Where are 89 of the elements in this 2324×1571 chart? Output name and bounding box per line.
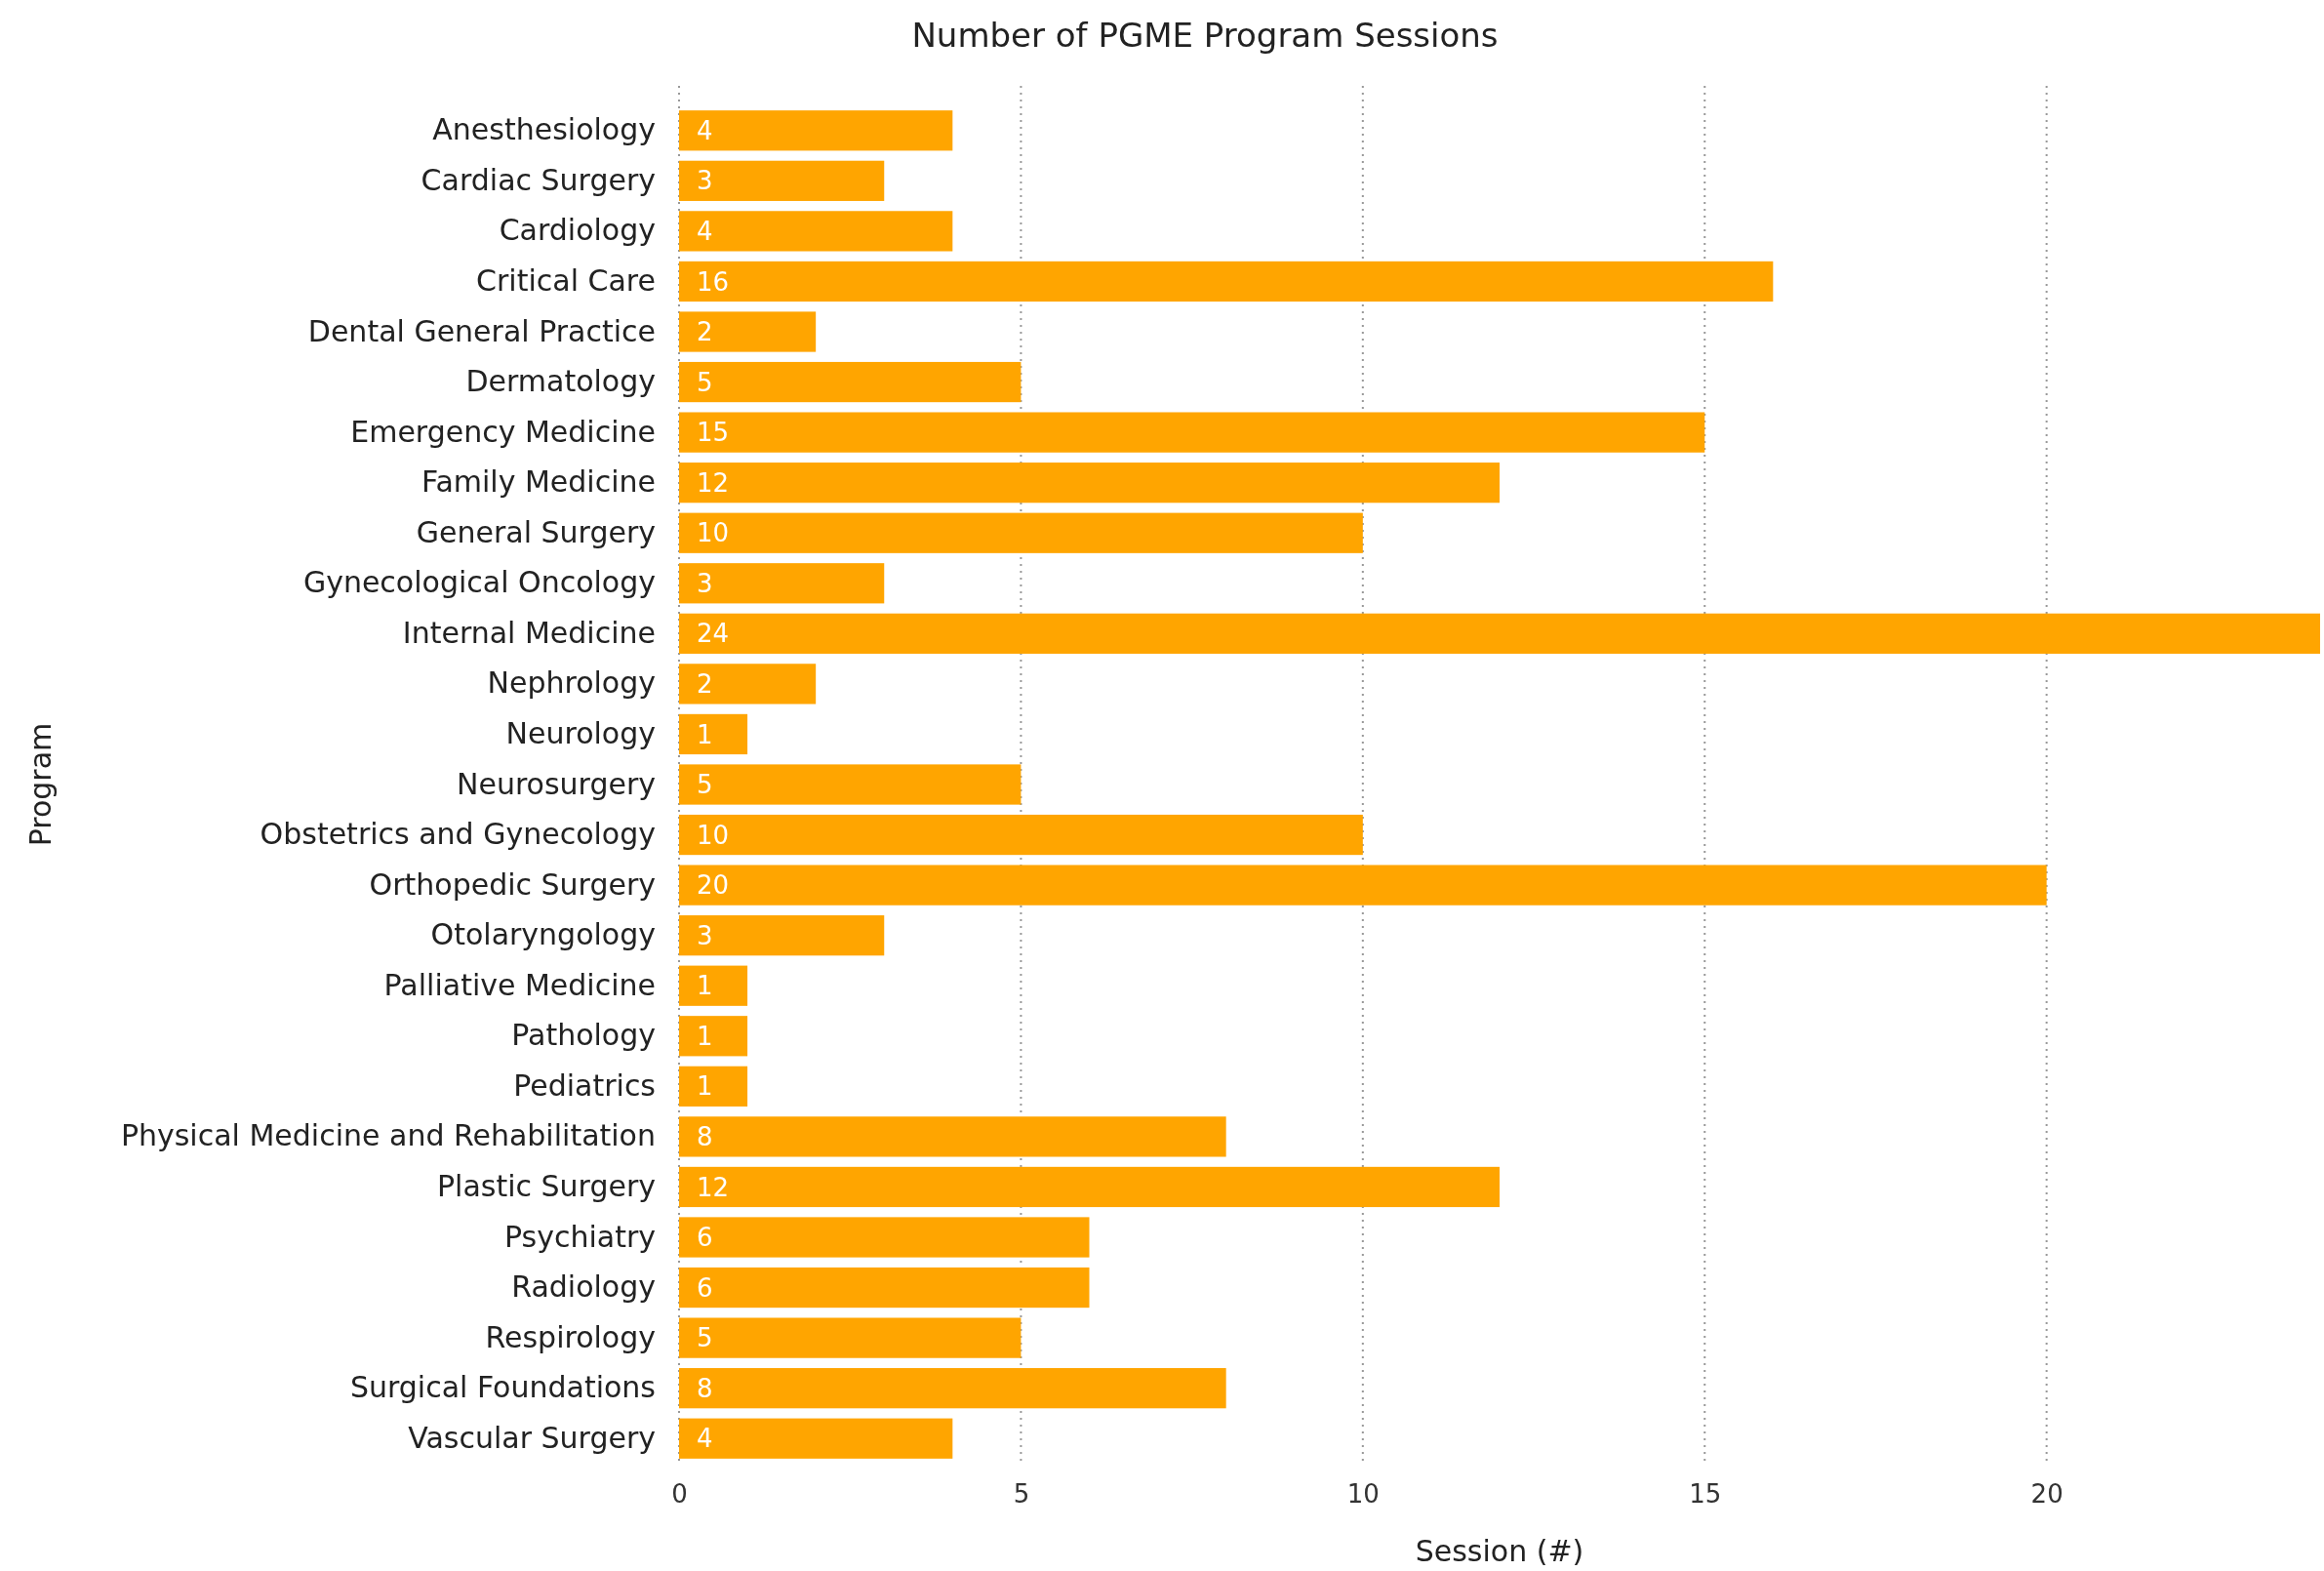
bar xyxy=(679,1016,748,1057)
x-axis-title: Session (#) xyxy=(1415,1534,1584,1568)
y-tick-label: Neurosurgery xyxy=(457,766,656,801)
data-label: 6 xyxy=(697,1223,713,1253)
data-label: 6 xyxy=(697,1272,713,1303)
data-label: 1 xyxy=(697,1071,713,1102)
y-tick-label: Anesthesiology xyxy=(432,112,656,147)
data-label: 4 xyxy=(697,216,713,246)
x-tick-label: 5 xyxy=(1013,1479,1030,1510)
x-tick-label: 15 xyxy=(1689,1479,1722,1510)
y-tick-label: Nephrology xyxy=(487,665,656,701)
data-label: 2 xyxy=(697,317,713,347)
bar xyxy=(679,463,1500,504)
data-label: 5 xyxy=(697,367,713,397)
bar xyxy=(679,713,748,755)
y-tick-label: Family Medicine xyxy=(421,464,656,500)
data-label: 4 xyxy=(697,1424,713,1454)
y-tick-label: Physical Medicine and Rehabilitation xyxy=(120,1118,656,1153)
data-label: 3 xyxy=(697,920,713,950)
bar xyxy=(679,664,817,705)
bar xyxy=(679,1368,1226,1409)
bar xyxy=(679,412,1705,453)
data-label: 8 xyxy=(697,1121,713,1151)
bar xyxy=(679,261,1774,302)
bar xyxy=(679,1166,1500,1208)
bar xyxy=(679,110,953,151)
y-tick-label: Vascular Surgery xyxy=(408,1420,656,1455)
data-label: 12 xyxy=(697,1172,730,1202)
data-label: 24 xyxy=(697,619,730,649)
bar xyxy=(679,965,748,1006)
y-tick-label: Plastic Surgery xyxy=(436,1169,656,1204)
data-label: 12 xyxy=(697,467,730,498)
y-tick-label: Orthopedic Surgery xyxy=(369,866,656,902)
y-tick-label: Otolaryngology xyxy=(430,917,656,952)
y-tick-label: Radiology xyxy=(511,1269,656,1305)
y-tick-label: Obstetrics and Gynecology xyxy=(260,817,656,852)
data-label: 20 xyxy=(697,870,730,901)
data-label: 3 xyxy=(697,568,713,598)
data-label: 10 xyxy=(697,518,730,548)
bar xyxy=(679,1418,953,1459)
y-tick-label: Surgical Foundations xyxy=(349,1370,656,1405)
bar xyxy=(679,1116,1226,1157)
data-label: 16 xyxy=(697,266,730,297)
chart-title: Number of PGME Program Sessions xyxy=(911,16,1499,55)
y-tick-label: Emergency Medicine xyxy=(350,414,656,449)
x-tick-label: 10 xyxy=(1346,1479,1380,1510)
y-tick-label: Internal Medicine xyxy=(402,615,656,650)
y-tick-label: Cardiology xyxy=(499,213,656,248)
bar xyxy=(679,1066,748,1107)
y-tick-label: Critical Care xyxy=(476,263,656,299)
bar xyxy=(679,211,953,252)
y-tick-label: Respirology xyxy=(485,1319,656,1354)
y-tick-label: Palliative Medicine xyxy=(383,967,656,1002)
data-label: 10 xyxy=(697,820,730,850)
data-label: 1 xyxy=(697,971,713,1001)
y-tick-label: Dental General Practice xyxy=(307,313,656,348)
bar xyxy=(679,1217,1090,1258)
data-label: 5 xyxy=(697,770,713,800)
bar xyxy=(679,160,885,201)
bar xyxy=(679,311,817,352)
bar xyxy=(679,512,1363,553)
y-tick-label: Pediatrics xyxy=(513,1067,656,1103)
bar xyxy=(679,764,1022,805)
bar xyxy=(679,563,885,604)
y-tick-label: Gynecological Oncology xyxy=(302,565,656,600)
data-label: 4 xyxy=(697,115,713,145)
data-label: 1 xyxy=(697,719,713,749)
y-tick-label: Neurology xyxy=(505,716,656,751)
bar xyxy=(679,613,2320,654)
bar xyxy=(679,1267,1090,1309)
y-axis-title: Program xyxy=(23,722,58,847)
x-tick-label: 20 xyxy=(2030,1479,2064,1510)
data-label: 3 xyxy=(697,166,713,196)
data-label: 15 xyxy=(697,418,730,448)
data-label: 8 xyxy=(697,1373,713,1403)
bar xyxy=(679,1317,1022,1358)
data-label: 5 xyxy=(697,1323,713,1353)
bar xyxy=(679,814,1363,856)
y-tick-label: Pathology xyxy=(511,1018,656,1053)
bar xyxy=(679,361,1022,403)
x-tick-label: 0 xyxy=(671,1479,688,1510)
y-tick-label: Psychiatry xyxy=(503,1219,656,1254)
y-tick-label: Dermatology xyxy=(465,364,656,399)
bar xyxy=(679,865,2047,906)
data-label: 2 xyxy=(697,668,713,699)
y-tick-label: Cardiac Surgery xyxy=(421,162,656,197)
y-tick-label: General Surgery xyxy=(416,514,656,549)
bar xyxy=(679,915,885,956)
data-label: 1 xyxy=(697,1021,713,1051)
